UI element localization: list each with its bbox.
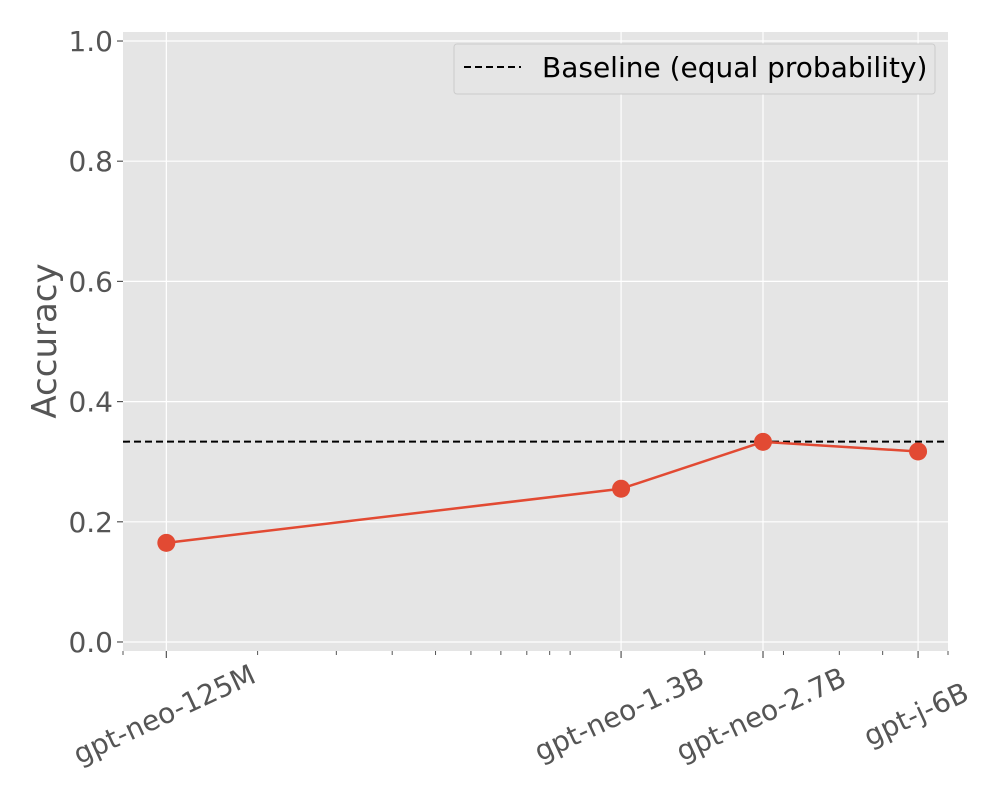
legend-baseline-label: Baseline (equal probability) [542, 51, 927, 84]
grid [123, 32, 948, 651]
legend: Baseline (equal probability) [453, 43, 936, 95]
y-tick-label: 0.2 [68, 506, 113, 539]
axis-ticks [117, 40, 949, 658]
data-point [754, 432, 773, 451]
series-layer [157, 432, 928, 552]
y-tick-label: 0.0 [68, 626, 113, 659]
y-tick-label: 0.4 [68, 386, 113, 419]
y-axis-title: Accuracy [25, 263, 65, 418]
x-tick-label: gpt-j-6B [859, 676, 974, 753]
x-tick-label: gpt-neo-125M [68, 658, 260, 771]
plot-background [123, 32, 948, 651]
y-tick-label: 0.6 [68, 265, 113, 298]
data-point [157, 533, 176, 552]
data-point [909, 442, 928, 461]
series-line [166, 440, 919, 545]
legend-box [453, 43, 936, 95]
y-tick-label: 1.0 [68, 25, 113, 58]
y-tick-label: 0.8 [68, 145, 113, 178]
data-point [612, 479, 631, 498]
